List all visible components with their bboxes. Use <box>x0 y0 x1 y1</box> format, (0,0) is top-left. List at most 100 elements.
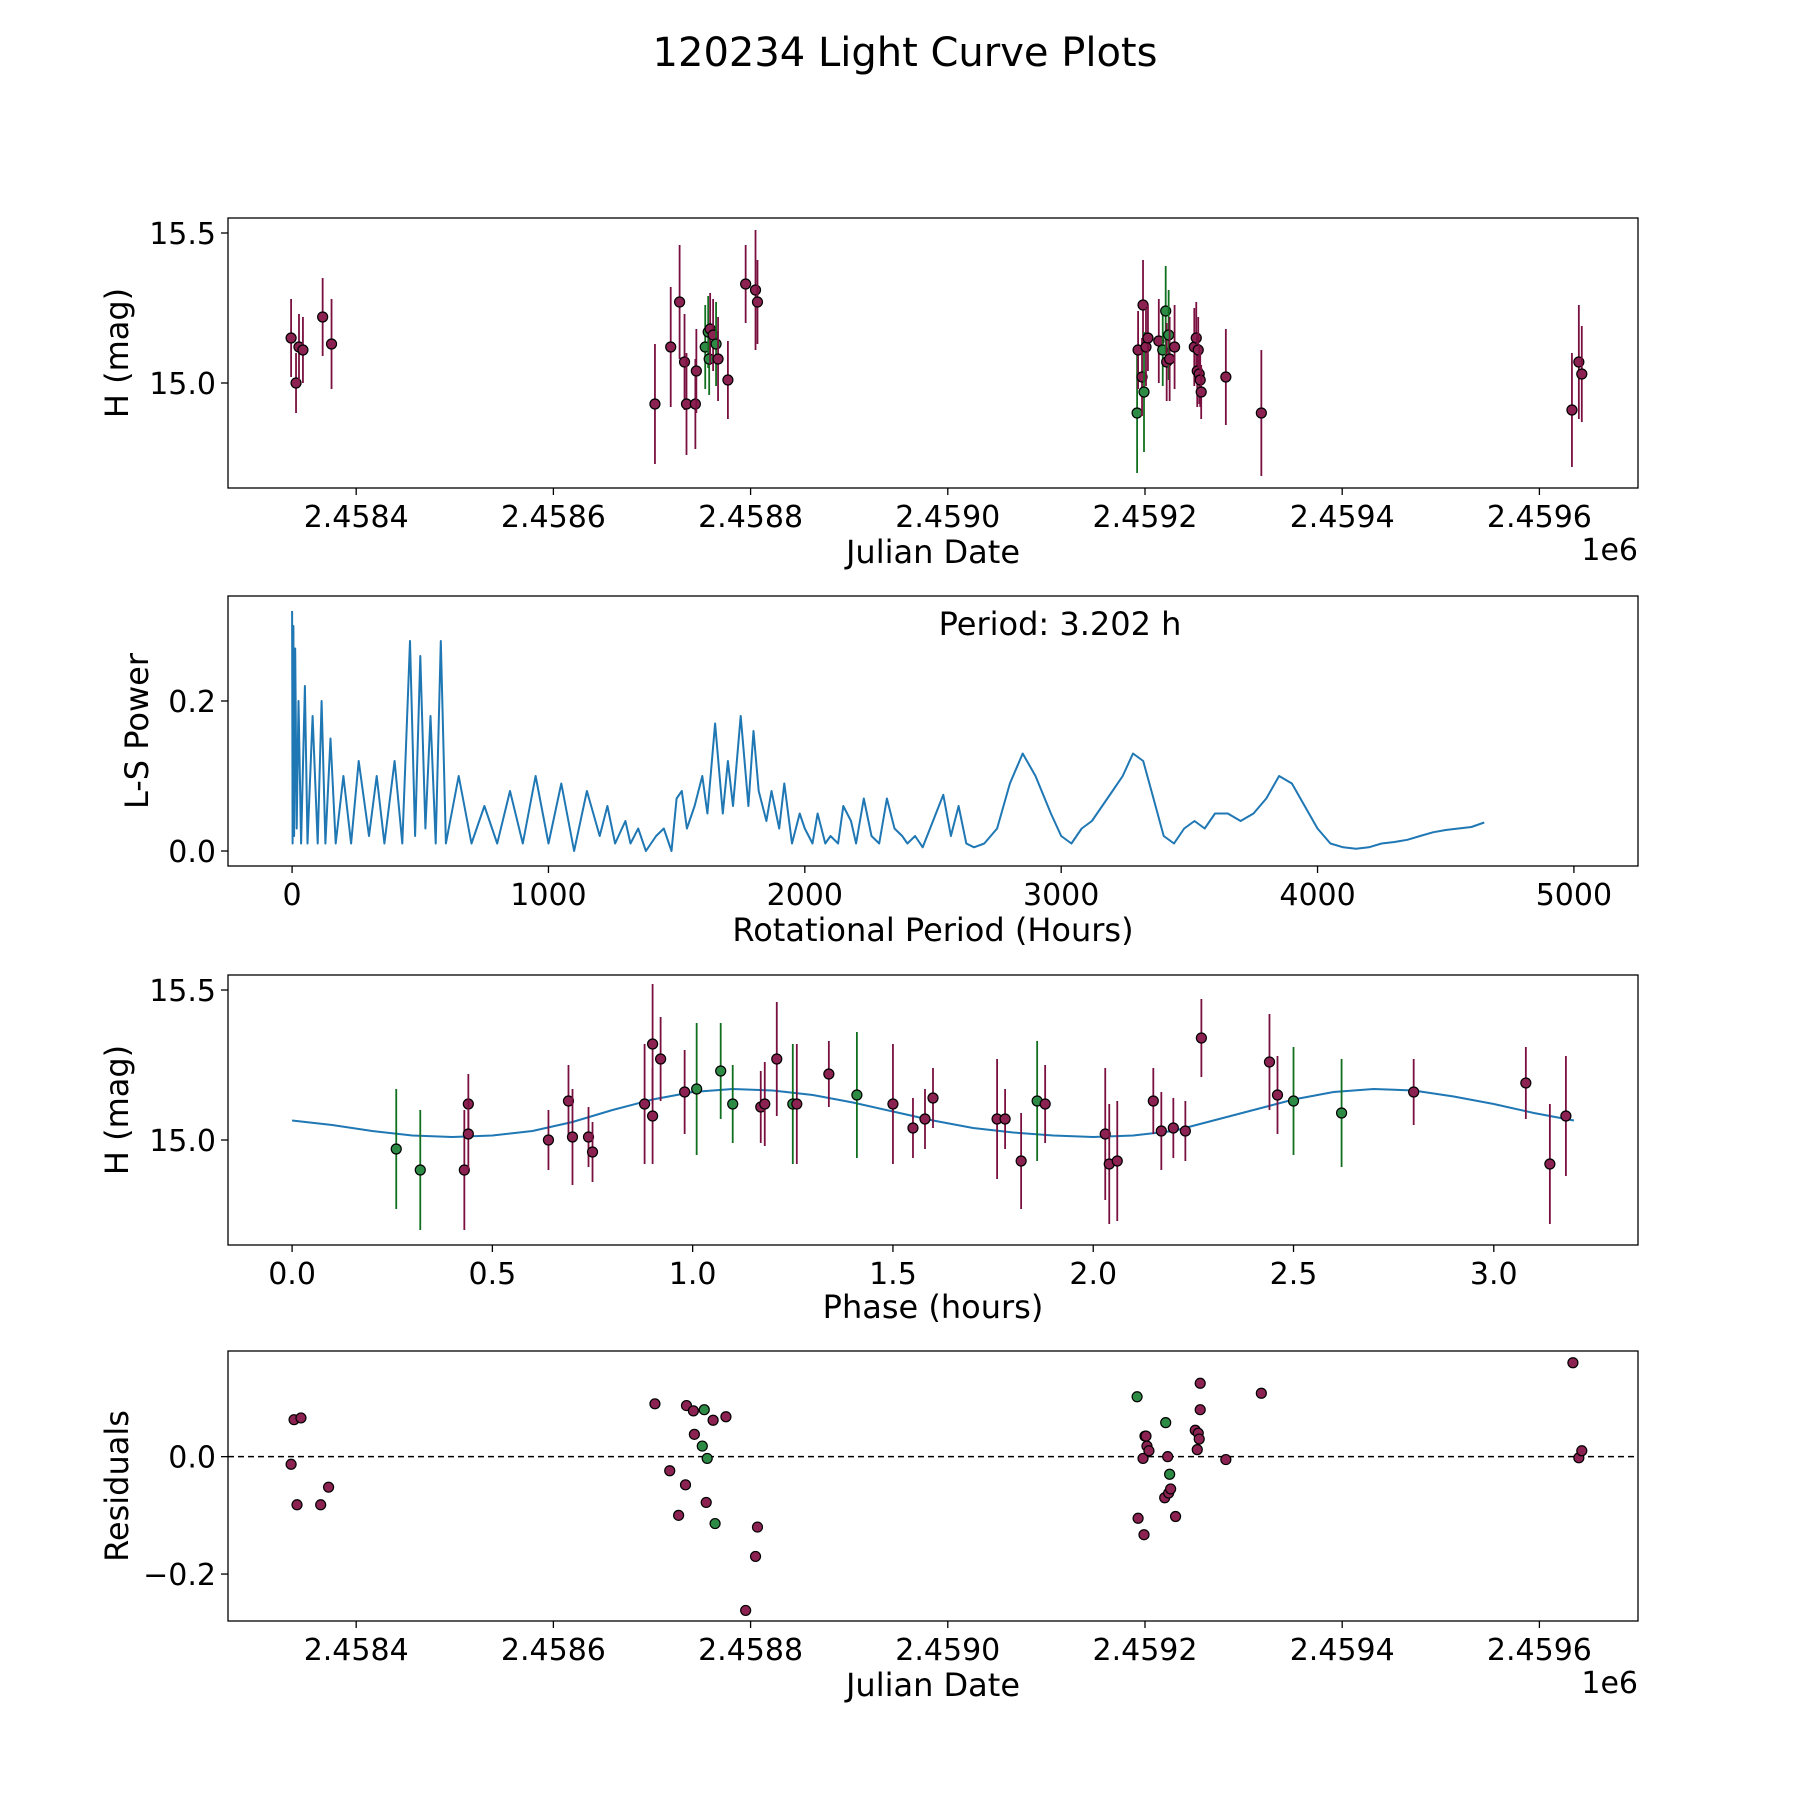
phased-data-point <box>1195 1032 1207 1044</box>
phased-data-point <box>414 1164 426 1176</box>
phased-data-point <box>647 1110 659 1122</box>
residuals-data-point <box>649 1398 661 1410</box>
lightcurve-xtick-label: 2.4586 <box>501 500 606 535</box>
lightcurve-data-point <box>290 377 302 389</box>
residuals-ylabel: Residuals <box>98 1410 136 1562</box>
residuals-ytick-label: −0.2 <box>143 1558 216 1593</box>
periodogram-xtick-label: 1000 <box>510 878 586 913</box>
phased-data-point <box>679 1086 691 1098</box>
residuals-data-point <box>1193 1433 1205 1445</box>
lightcurve-xtick-label: 2.4590 <box>895 500 1000 535</box>
lightcurve-data-point <box>1163 329 1175 341</box>
phased-data-point <box>586 1146 599 1158</box>
lightcurve-data-point <box>1142 332 1154 344</box>
residuals-data-point <box>285 1458 297 1470</box>
phased-data-point <box>566 1131 579 1143</box>
phased-data-point <box>582 1131 595 1143</box>
residuals-data-point <box>1567 1357 1579 1369</box>
lightcurve-data-point <box>1192 344 1204 356</box>
lightcurve-data-point <box>1576 368 1588 380</box>
phased-panel: Phase (hours) H (mag) 0.0 0.5 1.0 1.5 2.0 2.5… <box>98 974 1639 1326</box>
lightcurve-data-point <box>1131 407 1143 419</box>
lightcurve-x-offset-label: 1e6 <box>1581 533 1638 568</box>
periodogram-panel: Rotational Period (Hours) L-S Power Peri… <box>118 595 1639 949</box>
residuals-data-point <box>1138 1529 1150 1541</box>
phased-data-point <box>1179 1125 1191 1137</box>
phased-data-point <box>851 1089 863 1101</box>
lightcurve-data-point <box>751 296 764 308</box>
phased-data-point <box>727 1098 739 1110</box>
phased-data-point <box>1520 1077 1532 1089</box>
phased-xlabel: Phase (hours) <box>823 1288 1044 1326</box>
lightcurve-xlabel: Julian Date <box>844 533 1020 571</box>
residuals-data-point <box>688 1428 700 1440</box>
phased-data-point <box>638 1098 651 1110</box>
lightcurve-data-point <box>1255 407 1267 419</box>
lightcurve-data-point <box>1220 371 1232 383</box>
phased-axes-frame <box>227 974 1639 1246</box>
lightcurve-panel: Julian Date H (mag) 1e6 2.4584 2.4586 2.45… <box>98 217 1639 571</box>
lightcurve-data-point <box>1153 335 1165 347</box>
phased-xtick-label: 3.0 <box>1470 1257 1518 1292</box>
phased-data-point <box>462 1128 474 1140</box>
phased-data-point <box>691 1083 703 1095</box>
residuals-data-point <box>315 1499 327 1511</box>
residuals-data-point <box>707 1414 719 1426</box>
phased-ytick-label: 15.5 <box>149 974 216 1009</box>
phased-data-point <box>919 1113 931 1125</box>
phased-data-point <box>1147 1095 1159 1107</box>
phased-data-point <box>647 1038 659 1050</box>
residuals-data-point <box>1162 1451 1174 1463</box>
phased-data-point <box>823 1068 835 1080</box>
residuals-xtick-label: 2.4596 <box>1487 1633 1592 1668</box>
lightcurve-data-point <box>678 356 691 368</box>
residuals-data-point <box>1576 1445 1588 1457</box>
phased-ytick-label: 15.0 <box>149 1124 216 1159</box>
lightcurve-data-point <box>740 278 752 290</box>
periodogram-xtick-label: 0 <box>283 878 302 913</box>
phased-data-point <box>1155 1125 1167 1137</box>
residuals-xtick-label: 2.4588 <box>698 1633 803 1668</box>
phased-data-point <box>1271 1089 1284 1101</box>
lightcurve-data-point <box>722 374 734 386</box>
residuals-data-point <box>687 1405 699 1417</box>
residuals-data-point <box>740 1604 752 1617</box>
phased-data-point <box>542 1134 555 1146</box>
phased-data-point <box>927 1092 939 1104</box>
phased-data-point <box>1544 1158 1556 1170</box>
lightcurve-data-point <box>673 296 686 308</box>
phased-data-point <box>1560 1110 1572 1122</box>
lightcurve-data-point <box>285 332 297 344</box>
lightcurve-data-point <box>1138 386 1150 398</box>
phased-xtick-label: 0.0 <box>268 1257 316 1292</box>
phased-data-point <box>791 1098 803 1110</box>
residuals-data-point <box>1191 1444 1203 1456</box>
phased-xtick-label: 1.5 <box>869 1257 917 1292</box>
residuals-xtick-label: 2.4586 <box>501 1633 606 1668</box>
lightcurve-data-point <box>749 284 762 296</box>
residuals-data-point <box>291 1499 303 1511</box>
residuals-data-point <box>1137 1452 1149 1465</box>
phased-data-point <box>887 1098 899 1110</box>
phased-data-point <box>1015 1155 1027 1167</box>
lightcurve-data-point <box>297 344 309 356</box>
lightcurve-ytick-label: 15.5 <box>149 217 216 252</box>
lightcurve-xtick-label: 2.4592 <box>1093 500 1198 535</box>
residuals-data-point <box>1165 1483 1177 1495</box>
residuals-xlabel: Julian Date <box>844 1666 1020 1704</box>
lightcurve-xtick-label: 2.4596 <box>1487 500 1592 535</box>
residuals-data-point <box>1220 1453 1232 1466</box>
lightcurve-data-point <box>1168 341 1181 353</box>
phased-data-point <box>759 1098 771 1110</box>
phased-data-point <box>1408 1086 1420 1098</box>
periodogram-ylabel: L-S Power <box>118 652 156 809</box>
residuals-data-point <box>1194 1404 1206 1416</box>
residuals-data-point <box>696 1440 708 1452</box>
periodogram-axes-frame <box>227 595 1639 867</box>
lightcurve-axes-frame <box>227 217 1639 489</box>
lightcurve-data-point <box>689 398 701 410</box>
periodogram-xtick-label: 2000 <box>767 878 843 913</box>
lightcurve-data-point <box>1194 374 1206 386</box>
residuals-data-point <box>1143 1445 1155 1457</box>
residuals-data-point <box>664 1465 676 1477</box>
